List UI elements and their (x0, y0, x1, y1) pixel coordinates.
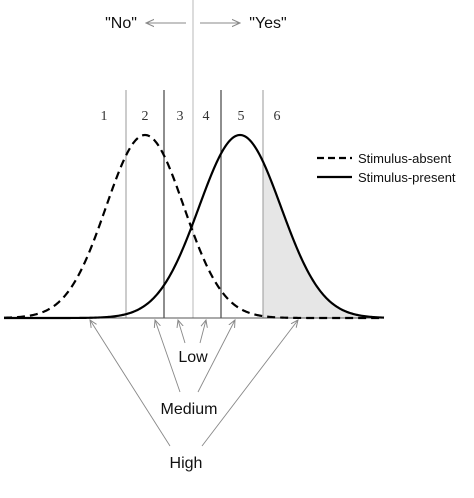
region-labels: 1 2 3 4 5 6 (101, 109, 281, 124)
legend-present-label: Stimulus-present (358, 170, 456, 185)
region-label-4: 4 (203, 109, 210, 124)
shaded-tail-area (263, 161, 384, 318)
stimulus-absent-curve (3, 133, 384, 320)
low-arrow (199, 320, 206, 344)
high-arrow (201, 320, 298, 447)
high-label: High (170, 455, 203, 472)
region-label-3: 3 (177, 109, 184, 124)
medium-arrow (197, 320, 235, 393)
region-label-5: 5 (238, 109, 245, 124)
legend-absent-label: Stimulus-absent (358, 151, 452, 166)
low-arrow (178, 320, 186, 344)
region-label-1: 1 (101, 109, 108, 124)
medium-label: Medium (161, 401, 218, 418)
low-label: Low (178, 349, 208, 366)
region-label-2: 2 (142, 109, 149, 124)
stimulus-present-curve (4, 133, 385, 320)
criterion-dividers (125, 90, 264, 318)
medium-arrow (155, 320, 181, 393)
region-label-6: 6 (274, 109, 281, 124)
high-arrow (90, 320, 171, 447)
legend: Stimulus-absent Stimulus-present (317, 151, 456, 185)
criterion-arrows (90, 320, 298, 447)
no-label: "No" (105, 15, 137, 32)
yes-label: "Yes" (249, 15, 286, 32)
